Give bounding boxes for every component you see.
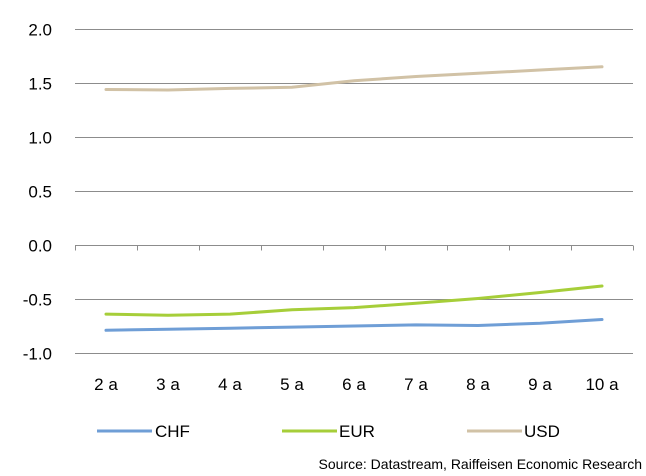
legend-label-eur: EUR [339,422,375,441]
series-lines [104,65,604,332]
x-tick-label: 10 a [585,375,619,394]
source-note: Source: Datastream, Raiffeisen Economic … [318,456,642,472]
y-tick-label: 1.5 [28,75,52,94]
x-axis-ticks: 2 a 3 a 4 a 5 a 6 a 7 a 8 a 9 a 10 a [94,375,619,394]
x-tick-label: 6 a [342,375,366,394]
y-tick-label: -1.0 [23,345,52,364]
x-tick-label: 4 a [218,375,242,394]
legend: CHF EUR USD [97,422,560,441]
legend-label-chf: CHF [155,422,190,441]
x-tick-label: 5 a [280,375,304,394]
series-line-usd [104,65,604,92]
y-tick-label: 2.0 [28,21,52,40]
x-tick-label: 9 a [528,375,552,394]
y-tick-label: 0.5 [28,183,52,202]
x-tick-label: 7 a [404,375,428,394]
series-line-eur [104,284,604,317]
gridlines [75,29,634,354]
series-line-chf [104,318,604,332]
x-tick-label: 3 a [156,375,180,394]
y-tick-label: 0.0 [28,237,52,256]
y-tick-label: -0.5 [23,291,52,310]
y-axis-ticks: 2.0 1.5 1.0 0.5 0.0 -0.5 -1.0 [23,21,52,364]
x-tick-label: 8 a [466,375,490,394]
legend-label-usd: USD [524,422,560,441]
x-tick-label: 2 a [94,375,118,394]
y-tick-label: 1.0 [28,129,52,148]
